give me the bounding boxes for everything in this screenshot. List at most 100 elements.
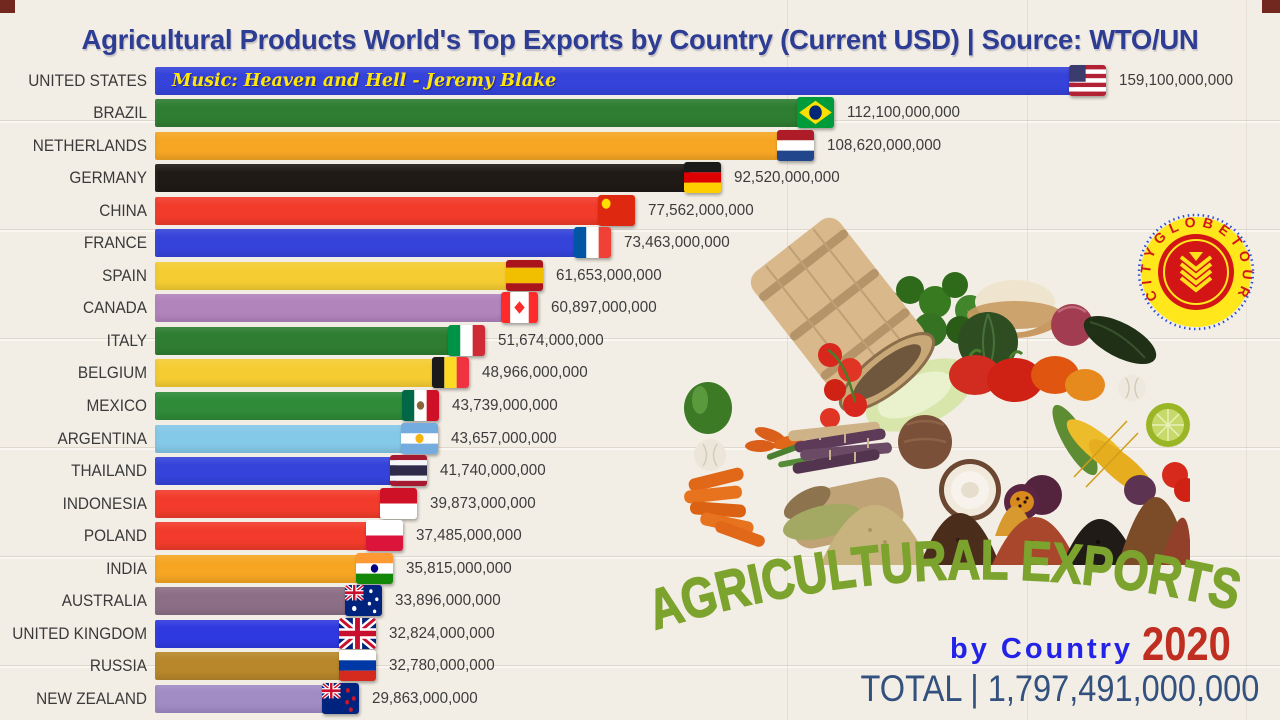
bar[interactable]: 37,485,000,000 xyxy=(155,520,522,552)
bar[interactable]: 77,562,000,000 xyxy=(155,194,754,226)
country-label: THAILAND xyxy=(71,462,147,481)
country-flag-icon xyxy=(432,357,469,389)
bar-row: BELGIUM 48,966,000,000 xyxy=(0,357,1280,389)
bar[interactable]: 159,100,000,000 xyxy=(155,64,1233,96)
country-label: UNITED STATES xyxy=(28,71,148,90)
bar[interactable]: 60,897,000,000 xyxy=(155,292,657,324)
bar-value-label: 37,485,000,000 xyxy=(416,527,522,545)
bar-value-label: 77,562,000,000 xyxy=(648,201,754,219)
country-flag-icon xyxy=(390,455,427,487)
country-label: GERMANY xyxy=(69,169,147,188)
top-left-corner-mark xyxy=(0,0,15,13)
country-label: INDIA xyxy=(106,559,147,578)
channel-logo[interactable]: CITYGLOBETOUR xyxy=(1136,212,1256,334)
bar-row: NETHERLANDS 108,620,000,000 xyxy=(0,129,1280,161)
bar-value-label: 60,897,000,000 xyxy=(551,299,657,317)
country-flag-icon xyxy=(401,422,438,454)
country-label: NETHERLANDS xyxy=(32,136,147,155)
country-flag-icon xyxy=(506,259,543,291)
country-label: MEXICO xyxy=(86,397,147,415)
bar[interactable]: 33,896,000,000 xyxy=(155,585,501,617)
country-label: RUSSIA xyxy=(89,657,147,676)
bar[interactable]: 73,463,000,000 xyxy=(155,227,730,259)
bar[interactable]: 108,620,000,000 xyxy=(155,129,941,161)
country-label: INDONESIA xyxy=(62,494,147,513)
music-credit: Music: Heaven and Hell - Jeremy Blake xyxy=(172,71,557,91)
bar[interactable]: 39,873,000,000 xyxy=(155,487,536,519)
bar-value-label: 92,520,000,000 xyxy=(734,169,840,187)
bar-value-label: 112,100,000,000 xyxy=(847,104,960,121)
country-flag-icon xyxy=(380,487,417,519)
country-flag-icon xyxy=(574,227,611,259)
bar-row: CANADA 60,897,000,000 xyxy=(0,292,1280,324)
country-flag-icon xyxy=(402,390,439,421)
country-flag-icon xyxy=(356,552,393,584)
bar-row: GERMANY 92,520,000,000 xyxy=(0,162,1280,194)
country-flag-icon xyxy=(322,682,359,714)
bar[interactable]: 112,100,000,000 xyxy=(155,97,960,128)
bar-row: CHINA 77,562,000,000 xyxy=(0,194,1280,226)
country-label: CHINA xyxy=(99,201,147,220)
bar[interactable]: 92,520,000,000 xyxy=(155,162,840,194)
bar-value-label: 108,620,000,000 xyxy=(827,136,942,154)
bar[interactable]: 35,815,000,000 xyxy=(155,552,512,584)
bar[interactable]: 51,674,000,000 xyxy=(155,324,604,356)
country-label: ARGENTINA xyxy=(57,429,147,448)
bar-row: MEXICO 43,739,000,000 xyxy=(0,390,1280,421)
country-flag-icon xyxy=(684,162,721,194)
country-label: BRAZIL xyxy=(93,104,147,122)
bar[interactable]: 61,653,000,000 xyxy=(155,259,662,291)
country-flag-icon xyxy=(797,97,834,128)
page-title: Agricultural Products World's Top Export… xyxy=(81,24,1199,55)
logo-chevrons-icon xyxy=(1179,252,1213,293)
country-flag-icon xyxy=(501,292,538,324)
bar-value-label: 48,966,000,000 xyxy=(482,364,588,382)
country-flag-icon xyxy=(339,617,376,649)
year-label: 2020 xyxy=(1142,617,1231,670)
bar-row: NEW ZEALAND 29,863,000,000 xyxy=(0,682,1280,714)
country-label: AUSTRALIA xyxy=(61,592,147,611)
bar[interactable]: 32,780,000,000 xyxy=(155,650,495,682)
country-flag-icon xyxy=(339,650,376,682)
bar-value-label: 51,674,000,000 xyxy=(498,331,604,349)
bar[interactable]: 43,739,000,000 xyxy=(155,390,558,421)
bar-row: UNITED KINGDOM 32,824,000,000 xyxy=(0,617,1280,649)
bar-value-label: 29,863,000,000 xyxy=(372,689,478,707)
bar-row: INDONESIA 39,873,000,000 xyxy=(0,487,1280,519)
bar-row: RUSSIA 32,780,000,000 xyxy=(0,650,1280,682)
bar-value-label: 41,740,000,000 xyxy=(440,462,546,480)
bar-row: ARGENTINA 43,657,000,000 xyxy=(0,422,1280,454)
country-flag-icon xyxy=(448,324,485,356)
bar-row: UNITED STATES 159,100,000,000 xyxy=(0,64,1280,96)
bar-row: INDIA 35,815,000,000 xyxy=(0,552,1280,584)
bar-value-label: 33,896,000,000 xyxy=(395,592,501,610)
country-flag-icon xyxy=(777,129,814,161)
country-label: NEW ZEALAND xyxy=(36,689,147,708)
bar-row: SPAIN 61,653,000,000 xyxy=(0,259,1280,291)
top-right-corner-mark xyxy=(1262,0,1280,13)
bar[interactable]: 29,863,000,000 xyxy=(155,682,478,714)
bar-value-label: 43,739,000,000 xyxy=(452,397,558,414)
country-flag-icon xyxy=(366,520,403,552)
country-label: ITALY xyxy=(106,331,147,350)
bar-row: POLAND 37,485,000,000 xyxy=(0,520,1280,552)
bar[interactable]: 48,966,000,000 xyxy=(155,357,588,389)
country-flag-icon xyxy=(345,585,382,617)
country-label: BELGIUM xyxy=(77,364,147,383)
bar[interactable]: 43,657,000,000 xyxy=(155,422,557,454)
bar-row: BRAZIL 112,100,000,000 xyxy=(0,97,1280,128)
bar[interactable]: 32,824,000,000 xyxy=(155,617,495,649)
bar-value-label: 32,780,000,000 xyxy=(389,657,495,675)
bar[interactable]: 41,740,000,000 xyxy=(155,455,546,487)
bar-row: FRANCE 73,463,000,000 xyxy=(0,227,1280,259)
country-label: CANADA xyxy=(83,299,147,318)
bar-value-label: 39,873,000,000 xyxy=(430,494,536,512)
bar-value-label: 43,657,000,000 xyxy=(451,429,557,447)
bar-value-label: 61,653,000,000 xyxy=(556,266,662,284)
bar-value-label: 73,463,000,000 xyxy=(624,234,730,252)
by-country-label: by Country xyxy=(950,633,1134,665)
country-label: FRANCE xyxy=(83,234,147,253)
bar-value-label: 35,815,000,000 xyxy=(406,559,512,577)
